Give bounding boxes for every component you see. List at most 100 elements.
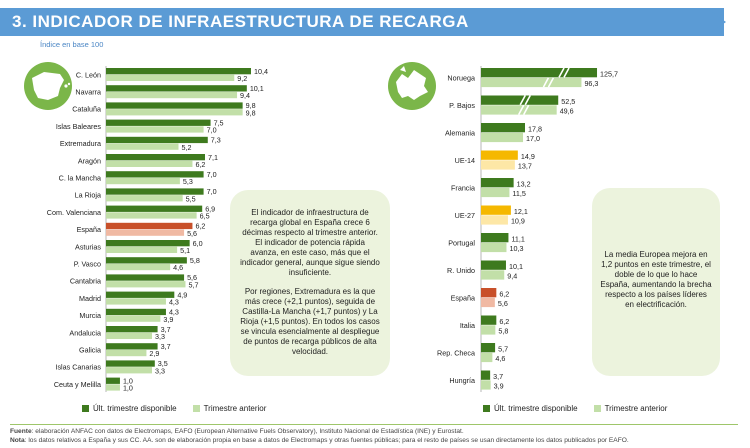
axis-break-mark-previous-p-bajos	[517, 104, 530, 115]
left-legend: Últ. trimestre disponible Trimestre ante…	[82, 404, 266, 413]
bar-current-islas-canarias	[106, 360, 155, 367]
category-label-c-leon: C. León	[76, 70, 101, 79]
bar-current-la-rioja	[106, 188, 204, 195]
category-label-ue-27: UE-27	[455, 211, 475, 220]
category-label-islas-canarias: Islas Canarias	[55, 363, 101, 372]
value-label-current-navarra: 10,1	[250, 84, 264, 93]
category-label-espana: España	[77, 225, 101, 234]
bar-current-ue-14	[481, 150, 518, 160]
value-label-current-ceuta-y-melilla: 1,0	[123, 376, 133, 385]
bar-previous-italia	[481, 325, 496, 335]
bar-previous-hungria	[481, 380, 491, 390]
category-label-italia: Italia	[460, 321, 475, 330]
value-label-previous-espana: 5,6	[498, 299, 508, 308]
footer-source-text: : elaboración ANFAC con datos de Electro…	[31, 428, 464, 435]
value-label-previous-francia: 11,5	[512, 189, 525, 198]
bar-previous-espana	[106, 229, 185, 236]
category-label-la-rioja: La Rioja	[75, 191, 101, 200]
value-label-previous-ceuta-y-melilla: 1,0	[123, 384, 133, 393]
title-banner	[0, 8, 724, 36]
bar-current-c-la-mancha	[106, 171, 204, 178]
right-commentary-text: La media Europea mejora en 1,2 puntos en…	[600, 250, 712, 309]
value-label-current-cataluna: 9,8	[246, 101, 256, 110]
bar-current-alemania	[481, 123, 525, 133]
category-label-r-unido: R. Unido	[447, 266, 475, 275]
value-label-previous-com-valenciana: 6,5	[200, 212, 210, 221]
value-label-previous-galicia: 2,9	[149, 349, 159, 358]
bar-current-rep-checa	[481, 343, 496, 353]
category-label-andalucia: Andalucia	[69, 328, 101, 337]
bar-previous-extremadura	[106, 143, 179, 150]
footer-divider	[10, 424, 738, 425]
value-label-current-ue-14: 14,9	[521, 152, 535, 161]
value-label-previous-islas-canarias: 3,3	[155, 366, 165, 375]
bar-previous-murcia	[106, 315, 161, 322]
bar-current-c-leon	[106, 68, 251, 75]
bar-previous-c-la-mancha	[106, 177, 180, 185]
category-label-murcia: Murcia	[79, 311, 101, 320]
footer-note-label: Nota	[10, 437, 25, 444]
value-label-current-p-bajos: 52,5	[561, 97, 575, 106]
value-label-current-francia: 13,2	[517, 179, 531, 188]
bar-current-islas-baleares	[106, 119, 211, 126]
value-label-current-extremadura: 7,3	[211, 136, 221, 145]
bar-previous-galicia	[106, 349, 147, 357]
legend-swatch-previous	[192, 405, 200, 412]
footer-source-label: Fuente	[10, 428, 32, 435]
footer-note: Nota: los datos relativos a España y sus…	[10, 437, 629, 444]
category-label-ceuta-y-melilla: Ceuta y Melilla	[54, 380, 101, 389]
category-label-espana: España	[451, 293, 475, 302]
bar-previous-p-bajos	[481, 105, 557, 115]
legend-swatch-previous-right	[593, 405, 601, 412]
bar-current-galicia	[106, 343, 158, 350]
category-label-ue-14: UE-14	[455, 156, 475, 165]
bar-current-italia	[481, 315, 497, 325]
value-label-current-noruega: 125,7	[600, 69, 618, 78]
legend-label-current: Últ. trimestre disponible	[93, 404, 177, 413]
value-label-current-la-rioja: 7,0	[207, 187, 217, 196]
europe-map-icon	[388, 62, 436, 110]
category-label-portugal: Portugal	[448, 238, 475, 247]
value-label-previous-r-unido: 9,4	[507, 272, 517, 281]
value-label-previous-extremadura: 5,2	[182, 143, 192, 152]
value-label-previous-portugal: 10,3	[509, 244, 523, 253]
bar-current-espana	[481, 288, 497, 298]
page-subtitle: Índice en base 100	[40, 40, 104, 49]
bar-current-madrid	[106, 291, 175, 298]
left-commentary-p1: El indicador de infraestructura de recar…	[240, 208, 380, 277]
value-label-current-r-unido: 10,1	[509, 262, 523, 271]
bar-current-p-vasco	[106, 257, 187, 264]
bar-current-cataluna	[106, 102, 243, 109]
bar-previous-r-unido	[481, 270, 505, 280]
value-label-current-islas-canarias: 3,5	[158, 359, 168, 368]
bar-previous-madrid	[106, 298, 166, 305]
bar-previous-cantabria	[106, 281, 186, 288]
value-label-previous-madrid: 4,3	[169, 298, 179, 307]
bar-current-com-valenciana	[106, 205, 203, 212]
category-label-p-bajos: P. Bajos	[449, 101, 475, 110]
right-commentary-box: La media Europea mejora en 1,2 puntos en…	[592, 188, 720, 376]
value-label-current-p-vasco: 5,8	[190, 256, 200, 265]
bar-current-asturias	[106, 240, 190, 247]
category-label-islas-baleares: Islas Baleares	[56, 122, 102, 131]
value-label-previous-rep-checa: 4,6	[495, 354, 505, 363]
right-legend: Últ. trimestre disponible Trimestre ante…	[483, 404, 667, 413]
bar-previous-asturias	[106, 246, 178, 253]
value-label-previous-aragon: 6,2	[195, 160, 205, 169]
bar-current-espana	[106, 222, 193, 230]
axis-break-mark-current-p-bajos	[519, 95, 531, 106]
value-label-previous-c-la-mancha: 5,3	[183, 177, 193, 186]
bar-previous-la-rioja	[106, 195, 183, 202]
category-label-francia: Francia	[451, 183, 475, 192]
legend-swatch-current	[82, 405, 89, 412]
value-label-current-c-la-mancha: 7,0	[207, 170, 217, 179]
legend-label-previous-right: Trimestre anterior	[604, 404, 668, 413]
bar-previous-navarra	[106, 91, 238, 99]
value-label-previous-c-leon: 9,2	[237, 74, 247, 83]
axis-break-mark-current-noruega	[558, 67, 570, 78]
bar-previous-espana	[481, 297, 495, 308]
value-label-current-rep-checa: 5,7	[498, 344, 508, 353]
value-label-previous-islas-baleares: 7,0	[207, 126, 217, 135]
value-label-current-c-leon: 10,4	[254, 67, 268, 76]
